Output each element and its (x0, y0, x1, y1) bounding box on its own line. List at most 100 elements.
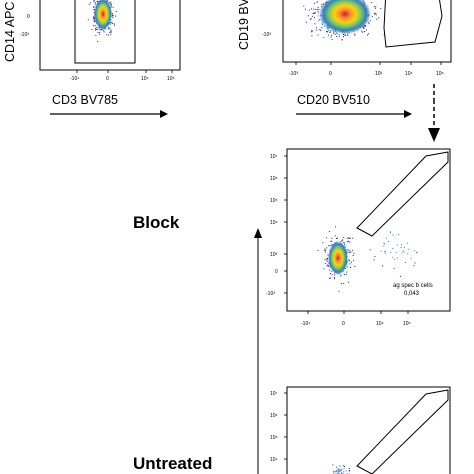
y-tick-label: 10⁷ (270, 154, 278, 160)
event-point (95, 28, 96, 30)
event-point (331, 274, 333, 276)
event-point (338, 469, 340, 471)
event-point (363, 31, 365, 33)
event-point (324, 259, 326, 260)
event-point (110, 29, 112, 31)
event-point (408, 248, 410, 250)
event-point (326, 260, 328, 262)
event-point (112, 17, 114, 19)
event-point (383, 245, 385, 247)
event-point (311, 15, 313, 17)
event-point (112, 6, 114, 8)
event-point (338, 470, 340, 472)
event-point (93, 16, 95, 18)
event-point (341, 472, 342, 474)
event-point (112, 14, 113, 16)
event-point (407, 253, 409, 255)
event-point (337, 237, 338, 239)
event-point (94, 25, 96, 27)
event-point (352, 237, 354, 239)
event-point (354, 266, 356, 267)
event-point (380, 8, 382, 9)
event-point (347, 34, 349, 36)
event-point (303, 5, 305, 7)
event-point (342, 239, 344, 241)
event-point (394, 258, 396, 260)
event-point (342, 465, 344, 467)
event-point (335, 470, 337, 472)
event-point (331, 237, 333, 239)
x-axis-arrow (50, 110, 168, 118)
gate-rectangle (74, 0, 136, 64)
event-point (354, 34, 356, 36)
event-point (404, 246, 405, 248)
event-point (328, 30, 330, 31)
event-point (94, 2, 96, 4)
event-point (341, 38, 343, 40)
event-point (340, 275, 342, 277)
event-point (329, 273, 331, 274)
event-point (317, 15, 319, 17)
event-point (109, 32, 111, 33)
event-point (108, 1, 110, 3)
event-point (112, 13, 113, 15)
event-point (327, 265, 329, 267)
event-point (349, 237, 351, 239)
event-point (400, 247, 402, 248)
event-point (323, 36, 325, 38)
event-point (95, 29, 96, 31)
density-core (94, 0, 112, 30)
event-point (340, 469, 342, 471)
event-point (348, 240, 350, 242)
x-ticks (295, 62, 442, 65)
event-point (103, 30, 105, 32)
event-point (93, 20, 95, 22)
event-point (346, 237, 348, 239)
event-point (375, 14, 377, 16)
y-tick-label: 0 (275, 269, 278, 275)
x-tick-label: 10³ (375, 71, 383, 77)
event-point (349, 260, 350, 262)
event-point (413, 250, 415, 252)
event-point (340, 274, 342, 276)
event-point (99, 33, 101, 35)
event-point (314, 12, 316, 14)
event-point (348, 469, 350, 471)
event-point (363, 28, 365, 29)
event-point (373, 259, 375, 261)
event-point (344, 244, 346, 246)
density-core (328, 241, 348, 275)
event-point (319, 29, 321, 31)
event-point (369, 20, 371, 22)
event-point (328, 231, 330, 233)
event-point (340, 469, 342, 471)
event-point (341, 468, 343, 470)
event-point (347, 281, 349, 283)
event-point (332, 470, 334, 472)
event-point (326, 258, 328, 260)
event-point (94, 3, 96, 5)
event-point (385, 251, 387, 253)
event-point (392, 248, 394, 249)
event-point (410, 257, 412, 259)
y-tick-label: -10³ (262, 32, 271, 38)
event-point (319, 19, 320, 21)
event-point (343, 274, 345, 275)
event-point (115, 15, 117, 17)
event-point (350, 251, 352, 253)
event-point (327, 262, 329, 264)
event-point (401, 252, 403, 254)
y-ticks (284, 392, 287, 460)
event-point (113, 23, 115, 25)
event-point (110, 2, 112, 4)
event-point (333, 472, 335, 474)
event-point (349, 251, 351, 253)
event-point (390, 231, 391, 233)
event-point (361, 31, 363, 33)
y-axis-label: CD19 BV (237, 0, 251, 50)
event-point (334, 274, 336, 276)
event-point (93, 6, 95, 8)
event-point (329, 269, 330, 271)
event-point (107, 27, 109, 29)
event-point (314, 23, 316, 25)
